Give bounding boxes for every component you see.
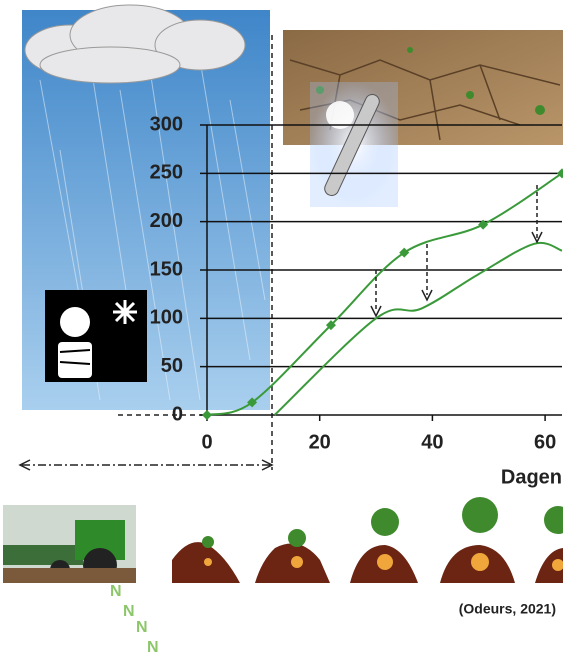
svg-text:N: N bbox=[147, 639, 159, 656]
x-axis-label: Dagen bbox=[501, 466, 562, 488]
marker bbox=[399, 247, 410, 258]
marker bbox=[557, 168, 563, 179]
source: (Odeurs, 2021) bbox=[459, 601, 556, 617]
tractor-image bbox=[3, 505, 136, 583]
plot-area: 0 50 100 150 200 250 300 0 20 40 60 Dagen bbox=[150, 113, 563, 488]
plant-growth-image bbox=[172, 497, 563, 583]
y-tick-label: 300 bbox=[150, 113, 183, 135]
svg-text:N: N bbox=[136, 619, 148, 636]
y-tick-label: 0 bbox=[172, 403, 183, 425]
x-tick-label: 60 bbox=[534, 431, 556, 453]
x-tick-label: 20 bbox=[309, 431, 331, 453]
marker bbox=[247, 397, 258, 408]
marker bbox=[202, 410, 212, 420]
marker bbox=[325, 320, 336, 331]
thermometer-image bbox=[310, 82, 398, 207]
svg-text:N: N bbox=[110, 583, 122, 600]
period-arrow bbox=[18, 459, 274, 471]
gap-arrows bbox=[370, 185, 543, 318]
y-tick-label: 150 bbox=[150, 258, 183, 280]
y-tick-label: 50 bbox=[161, 355, 183, 377]
marker bbox=[478, 219, 489, 230]
cold-person-icon bbox=[45, 290, 147, 382]
y-tick-label: 250 bbox=[150, 162, 183, 184]
x-tick-label: 0 bbox=[201, 431, 212, 453]
line bbox=[273, 241, 563, 416]
y-tick-label: 200 bbox=[150, 210, 183, 232]
x-tick-label: 40 bbox=[421, 431, 443, 453]
svg-text:N: N bbox=[123, 603, 135, 620]
y-tick-label: 100 bbox=[150, 307, 183, 329]
